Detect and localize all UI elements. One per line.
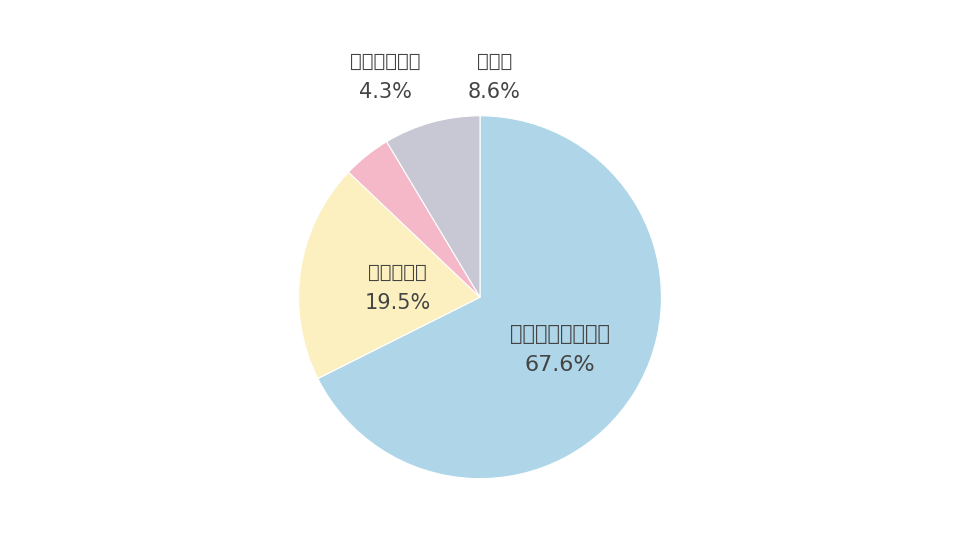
Text: 脳血管性型: 脳血管性型 bbox=[368, 263, 427, 282]
Text: レビー小体型: レビー小体型 bbox=[350, 52, 420, 71]
Wedge shape bbox=[348, 141, 480, 297]
Wedge shape bbox=[387, 116, 480, 297]
Wedge shape bbox=[318, 116, 661, 478]
Text: 4.3%: 4.3% bbox=[359, 82, 412, 102]
Text: アルツハイマー型: アルツハイマー型 bbox=[511, 324, 611, 344]
Text: 19.5%: 19.5% bbox=[365, 293, 431, 313]
Text: その他: その他 bbox=[477, 52, 512, 71]
Wedge shape bbox=[299, 172, 480, 379]
Text: 8.6%: 8.6% bbox=[468, 82, 521, 102]
Text: 67.6%: 67.6% bbox=[525, 355, 595, 375]
